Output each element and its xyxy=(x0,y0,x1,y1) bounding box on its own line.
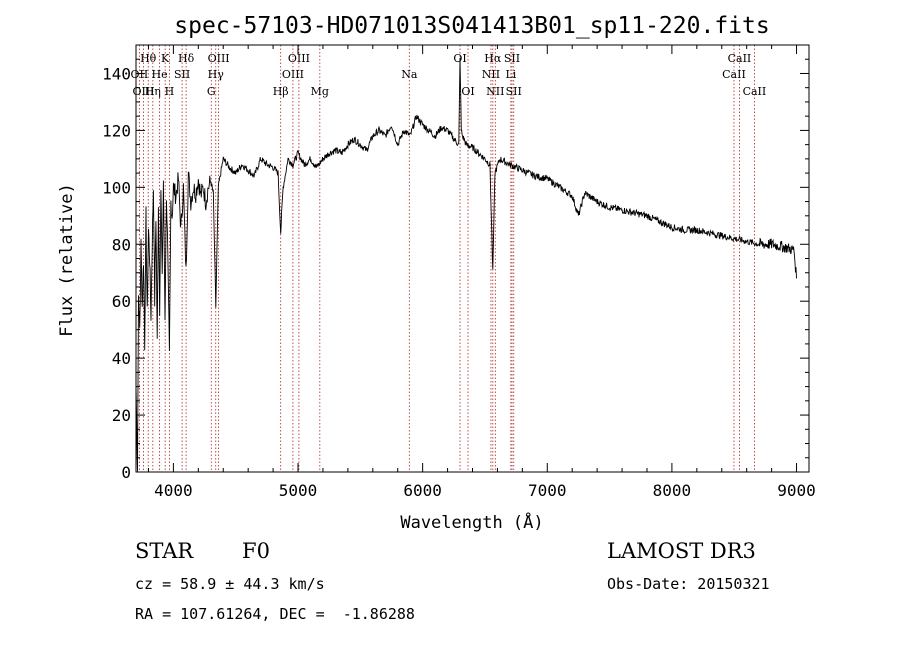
line-label-18: OIII xyxy=(132,85,154,98)
line-label-17: CaII xyxy=(722,68,746,81)
line-label-0: Hθ xyxy=(140,52,157,65)
x-tick-label-6000: 6000 xyxy=(403,481,442,500)
x-axis-label: Wavelength (Å) xyxy=(400,511,543,533)
x-tick-label-4000: 4000 xyxy=(154,481,193,500)
x-tick-label-8000: 8000 xyxy=(653,481,692,500)
object-class: STAR xyxy=(135,539,194,563)
line-label-27: CaII xyxy=(743,85,767,98)
line-label-15: NII xyxy=(482,68,500,81)
line-label-21: G xyxy=(207,85,216,98)
line-label-25: NII xyxy=(486,85,504,98)
spectrum-line xyxy=(135,57,797,472)
line-label-13: OIII xyxy=(282,68,304,81)
line-label-1: K xyxy=(161,52,170,65)
spectral-line-markers xyxy=(138,45,755,472)
y-tick-label-40: 40 xyxy=(112,349,131,368)
x-tick-label-9000: 9000 xyxy=(777,481,816,500)
line-label-2: Hδ xyxy=(178,52,195,65)
plot-frame xyxy=(135,44,810,473)
y-axis-ticks: 0 20 40 60 80 100 120 140 xyxy=(102,44,809,482)
line-label-11: SII xyxy=(174,68,190,81)
line-label-23: Mg xyxy=(311,85,329,98)
line-label-12: Hγ xyxy=(208,68,225,81)
line-label-14: Na xyxy=(401,68,418,81)
line-label-26: SII xyxy=(506,85,522,98)
line-label-7: SII xyxy=(504,52,520,65)
x-axis-ticks: 4000 5000 6000 7000 8000 9000 xyxy=(147,45,816,500)
y-tick-label-60: 60 xyxy=(112,292,131,311)
x-tick-label-5000: 5000 xyxy=(279,481,318,500)
y-tick-label-0: 0 xyxy=(121,463,131,482)
coordinates: RA = 107.61264, DEC = -1.86288 xyxy=(135,605,415,623)
line-label-8: CaII xyxy=(728,52,752,65)
chart-title: spec-57103-HD071013S041413B01_sp11-220.f… xyxy=(174,13,769,39)
obs-date: Obs-Date: 20150321 xyxy=(607,575,770,593)
line-label-22: Hβ xyxy=(273,85,289,98)
y-tick-label-100: 100 xyxy=(102,178,131,197)
spectrum-series xyxy=(135,57,797,472)
y-tick-label-80: 80 xyxy=(112,235,131,254)
survey-name: LAMOST DR3 xyxy=(607,539,756,563)
line-label-24: OI xyxy=(461,85,474,98)
y-axis-label: Flux (relative) xyxy=(57,183,77,337)
line-label-6: Hα xyxy=(484,52,502,65)
y-tick-label-120: 120 xyxy=(102,121,131,140)
line-label-10: He xyxy=(152,68,168,81)
line-label-20: H xyxy=(165,85,175,98)
line-label-4: OIII xyxy=(288,52,310,65)
line-label-3: OIII xyxy=(208,52,230,65)
x-tick-label-7000: 7000 xyxy=(528,481,567,500)
y-tick-label-20: 20 xyxy=(112,406,131,425)
object-subclass: F0 xyxy=(242,539,270,563)
line-label-9: OII xyxy=(131,68,149,81)
line-label-19: Hη xyxy=(145,85,161,98)
y-tick-label-140: 140 xyxy=(102,64,131,83)
redshift-cz: cz = 58.9 ± 44.3 km/s xyxy=(135,575,325,593)
line-label-16: Li xyxy=(505,68,516,81)
